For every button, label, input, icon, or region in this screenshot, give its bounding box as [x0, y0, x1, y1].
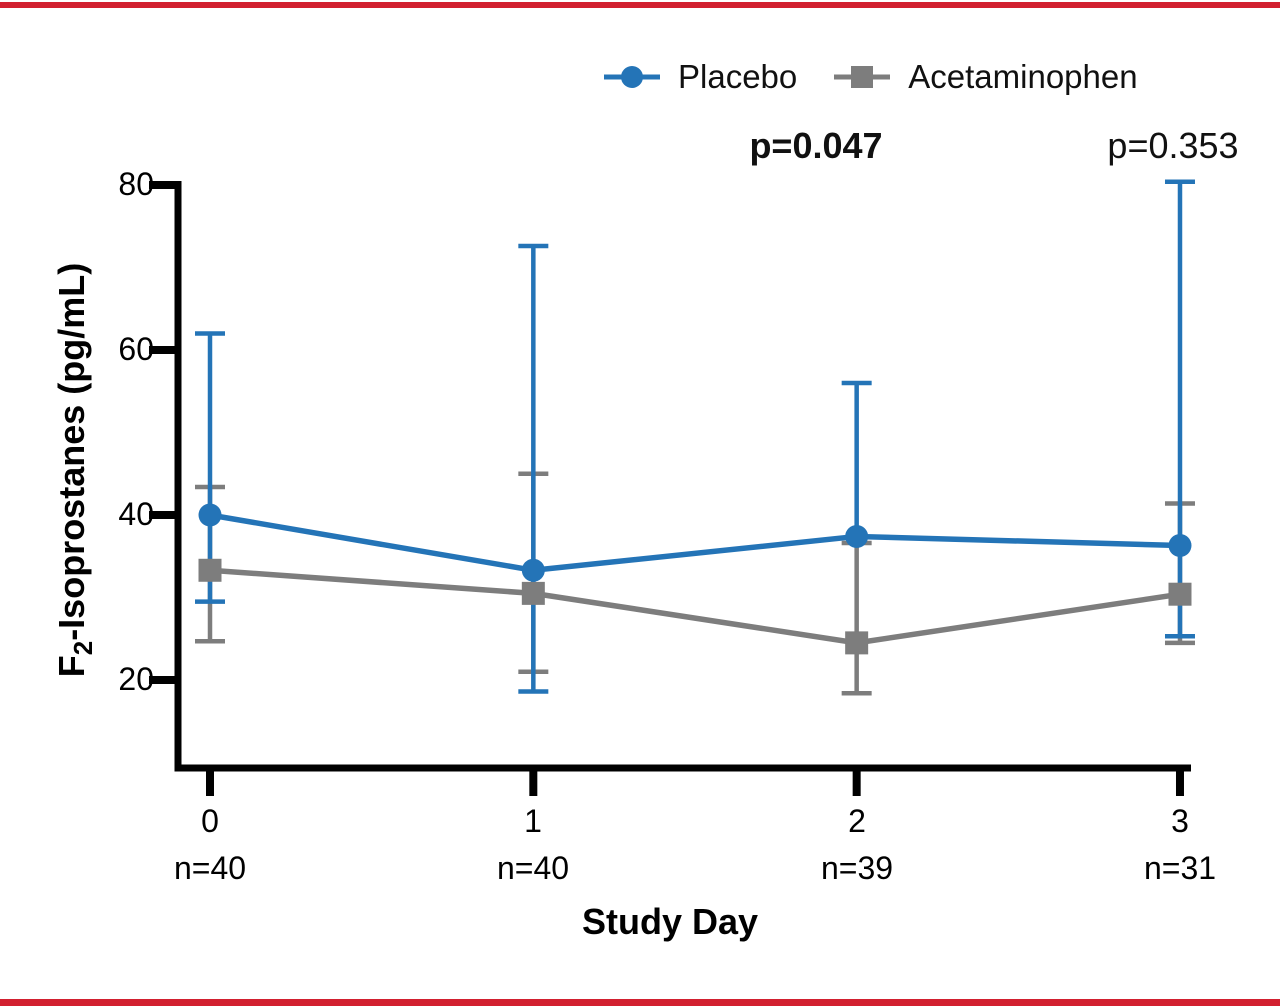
n-count-day3: n=31	[1143, 850, 1217, 886]
y-tick-label-20: 20	[118, 661, 154, 697]
marker-placebo	[1168, 534, 1192, 558]
line-placebo	[209, 512, 1181, 574]
y-tick-label-60: 60	[118, 331, 154, 367]
x-tick-label-1: 1	[524, 803, 542, 839]
x-tick-label-2: 2	[848, 803, 866, 839]
legend-item-placebo: Placebo	[601, 58, 798, 95]
legend: Placebo Acetaminophen	[601, 58, 1138, 95]
y-tick-label-40: 40	[118, 496, 154, 532]
legend-label-acetaminophen: Acetaminophen	[908, 58, 1138, 95]
marker-placebo	[845, 524, 869, 548]
p-value-day2: p=0.047	[749, 125, 883, 166]
top-border-rule	[0, 2, 1280, 8]
x-tick-label-3: 3	[1171, 803, 1189, 839]
placebo-marker-icon	[604, 66, 660, 88]
marker-placebo	[521, 558, 545, 582]
legend-item-acetaminophen: Acetaminophen	[831, 58, 1138, 95]
y-axis-title-rest: -Isoprostanes (pg/mL)	[51, 262, 92, 641]
marker-acetaminophen	[521, 581, 545, 605]
bottom-border-rule	[0, 999, 1280, 1006]
acetaminophen-marker-icon	[834, 66, 891, 88]
y-axis-title-subscript: 2	[70, 640, 99, 656]
y-axis-title: F2-Isoprostanes (pg/mL)	[51, 262, 98, 677]
n-count-day1: n=40	[496, 850, 570, 886]
marker-placebo	[198, 503, 222, 527]
n-count-day0: n=40	[173, 850, 247, 886]
marker-acetaminophen	[1168, 582, 1192, 606]
y-tick-label-80: 80	[118, 166, 154, 202]
p-value-day3: p=0.353	[1107, 125, 1239, 166]
x-tick-label-0: 0	[201, 803, 219, 839]
marker-acetaminophen	[845, 631, 869, 655]
legend-label-placebo: Placebo	[678, 58, 798, 95]
n-count-day2: n=39	[820, 850, 894, 886]
line-acetaminophen	[209, 567, 1181, 646]
marker-acetaminophen	[198, 558, 222, 582]
x-axis-title: Study Day	[581, 901, 759, 942]
